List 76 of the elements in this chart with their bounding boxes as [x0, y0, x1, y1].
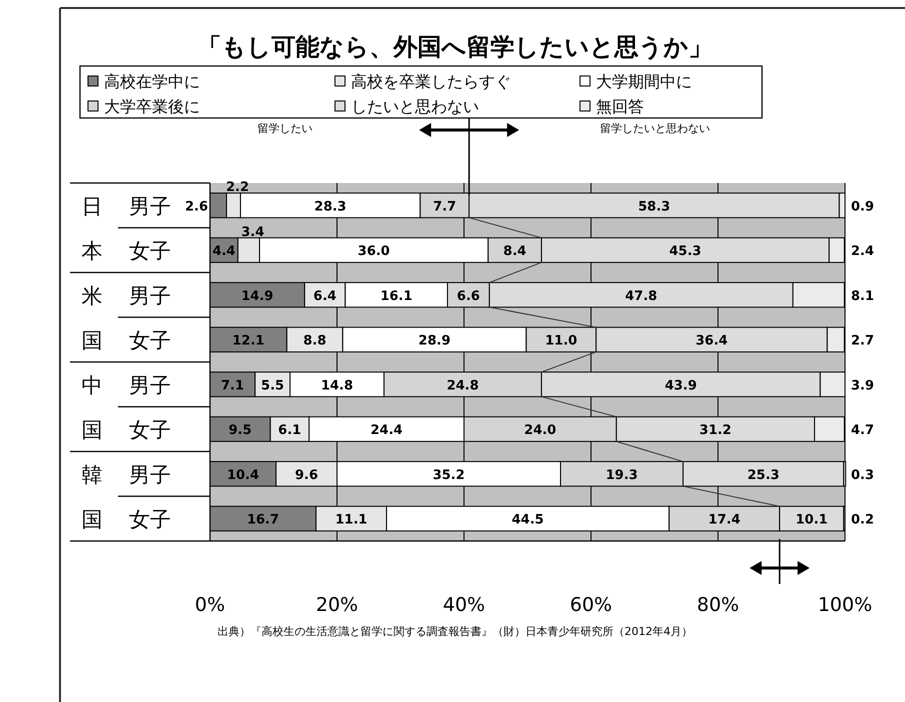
legend-label: 高校を卒業したらすぐ	[351, 72, 511, 91]
data-label: 0.3	[851, 468, 874, 483]
data-label: 14.8	[320, 378, 354, 394]
data-label: 6.6	[456, 288, 480, 304]
data-label: 7.1	[221, 378, 244, 394]
data-label: 7.7	[433, 199, 456, 214]
data-label: 17.4	[708, 512, 740, 528]
text: 留学したい	[258, 122, 312, 135]
y-tick-label: 男子	[129, 284, 171, 308]
y-tick-label: 男子	[129, 373, 171, 398]
y-tick-label: 男子	[129, 462, 171, 487]
chart-title: 「もし可能なら、外国へ留学したいと思うか」	[198, 33, 712, 61]
x-tick-label: 0%	[194, 594, 226, 616]
text: 中国	[82, 373, 102, 442]
data-label: 12.1	[232, 334, 264, 349]
data-label: 8.1	[851, 288, 874, 304]
data-label: 28.9	[418, 334, 451, 349]
data-label: 6.1	[278, 423, 302, 438]
legend-label: 無回答	[596, 97, 644, 116]
y-tick-label: 女子	[129, 418, 171, 442]
data-label: 36.0	[358, 244, 390, 260]
data-label: 4.7	[851, 423, 874, 438]
data-label: 0.2	[851, 512, 874, 528]
data-label: 2.6	[184, 199, 208, 214]
text: 留学したいと思わない	[600, 122, 710, 135]
data-label: 9.5	[228, 423, 252, 438]
data-label: 11.0	[545, 334, 578, 349]
data-label: 14.9	[241, 288, 274, 304]
data-label: 45.3	[669, 244, 702, 260]
data-label: 28.3	[314, 199, 346, 214]
data-label: 35.2	[432, 468, 465, 483]
data-label: 9.6	[295, 468, 318, 483]
x-tick-label: 60%	[570, 594, 612, 616]
x-tick-label: 20%	[316, 594, 358, 616]
x-tick-label: 100%	[818, 594, 872, 616]
data-label: 2.7	[851, 334, 874, 349]
data-label: 2.4	[851, 244, 874, 260]
data-label: 24.0	[524, 423, 556, 438]
x-tick-label: 80%	[696, 594, 740, 616]
data-label: 11.1	[335, 512, 368, 528]
data-label: 10.1	[796, 512, 828, 528]
data-label: 3.4	[241, 224, 264, 240]
data-label: 24.4	[370, 423, 403, 438]
data-label: 3.9	[851, 378, 874, 394]
data-label: 4.4	[212, 244, 236, 260]
legend-label: 大学期間中に	[596, 72, 692, 91]
source-note: 出典）『高校生の生活意識と留学に関する調査報告書』（財）日本青少年研究所（2012年4月）	[218, 625, 692, 638]
data-label: 25.3	[747, 468, 780, 483]
data-label: 6.4	[313, 288, 336, 304]
legend-label: 大学卒業後に	[104, 97, 200, 116]
data-label: 58.3	[638, 199, 670, 214]
data-label: 47.8	[625, 288, 658, 304]
data-label: 19.3	[606, 468, 638, 483]
data-label: 8.4	[503, 244, 526, 260]
x-tick-label: 40%	[442, 594, 486, 616]
legend-label: 高校在学中に	[104, 72, 200, 91]
text: 韓国	[82, 462, 102, 532]
data-label: 44.5	[512, 512, 544, 528]
text: 日本	[82, 194, 102, 264]
y-tick-label: 女子	[129, 328, 171, 353]
data-label: 10.4	[226, 468, 260, 483]
data-label: 36.4	[696, 334, 728, 349]
y-tick-label: 女子	[129, 239, 171, 264]
data-label: 43.9	[664, 378, 697, 394]
data-label: 31.2	[699, 423, 732, 438]
data-label: 8.8	[303, 334, 326, 349]
data-label: 16.1	[380, 288, 412, 304]
text: 米国	[82, 284, 102, 353]
data-label: 24.8	[446, 378, 479, 394]
data-label: 16.7	[246, 512, 280, 528]
data-label: 5.5	[261, 378, 284, 394]
data-label: 2.2	[226, 180, 250, 196]
legend-label: したいと思わない	[351, 97, 479, 116]
y-tick-label: 男子	[129, 194, 171, 218]
y-tick-label: 女子	[129, 508, 171, 532]
data-label: 0.9	[851, 199, 874, 214]
